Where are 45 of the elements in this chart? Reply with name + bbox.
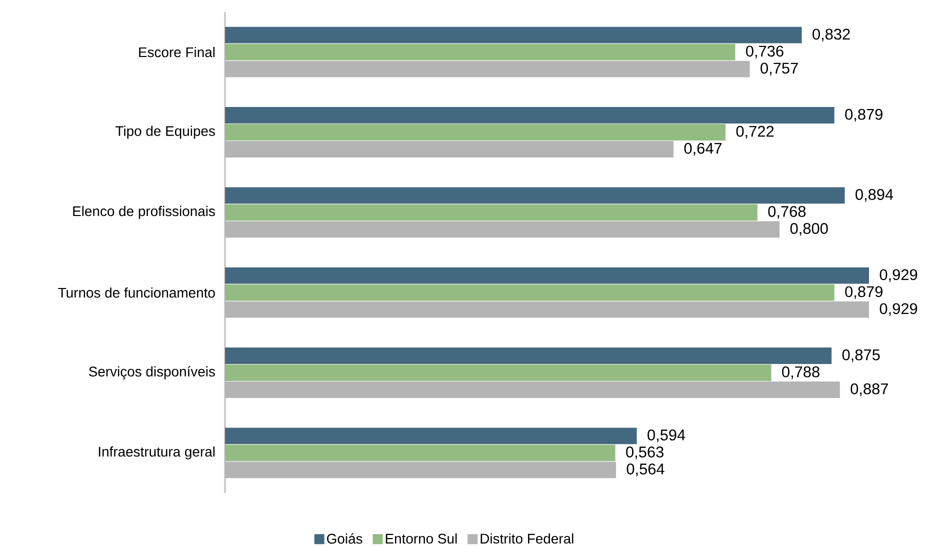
bar (225, 204, 758, 221)
data-label: 0,647 (684, 142, 722, 156)
data-label: 0,929 (880, 303, 918, 316)
data-label: 0,768 (768, 206, 806, 219)
y-tick-label: Turnos de funcionamento (58, 287, 215, 298)
data-label: 0,564 (626, 464, 664, 476)
y-tick-label: Infraestrutura geral (98, 446, 215, 460)
data-label: 0,875 (842, 349, 880, 362)
data-label: 0,879 (845, 108, 882, 122)
bar (225, 124, 726, 140)
bar (225, 428, 637, 444)
bar (225, 382, 840, 398)
data-label: 0,788 (782, 366, 820, 380)
bar (225, 26, 802, 44)
y-tick-label: Escore Final (139, 46, 215, 58)
bar (225, 284, 834, 301)
data-label: 0,929 (880, 269, 918, 282)
bar (225, 221, 780, 238)
bar (225, 141, 674, 158)
legend-label: Distrito Federal (480, 533, 574, 544)
data-label: 0,800 (790, 223, 828, 236)
data-label: 0,594 (648, 430, 686, 442)
bar (225, 348, 832, 364)
legend-label: Entorno Sul (386, 533, 457, 544)
data-label: 0,879 (845, 286, 882, 299)
data-label: 0,894 (856, 189, 894, 202)
bar (225, 187, 845, 204)
y-tick-label: Serviços disponíveis (88, 366, 215, 380)
bar (225, 301, 870, 318)
data-label: 0,887 (850, 383, 888, 396)
data-label: 0,832 (812, 28, 850, 42)
bar (225, 267, 870, 284)
bar (225, 44, 736, 60)
bar (225, 60, 750, 78)
bar (225, 107, 834, 124)
bar (225, 462, 616, 478)
y-tick-label: Elenco de profissionais (73, 206, 215, 219)
bar (225, 444, 616, 462)
data-label: 0,757 (760, 62, 798, 76)
legend-label: Goiás (327, 533, 362, 544)
data-label: 0,563 (626, 446, 664, 460)
bar (225, 364, 772, 381)
data-label: 0,736 (746, 46, 784, 58)
y-tick-label: Tipo de Equipes (116, 126, 215, 139)
data-label: 0,722 (736, 126, 774, 139)
